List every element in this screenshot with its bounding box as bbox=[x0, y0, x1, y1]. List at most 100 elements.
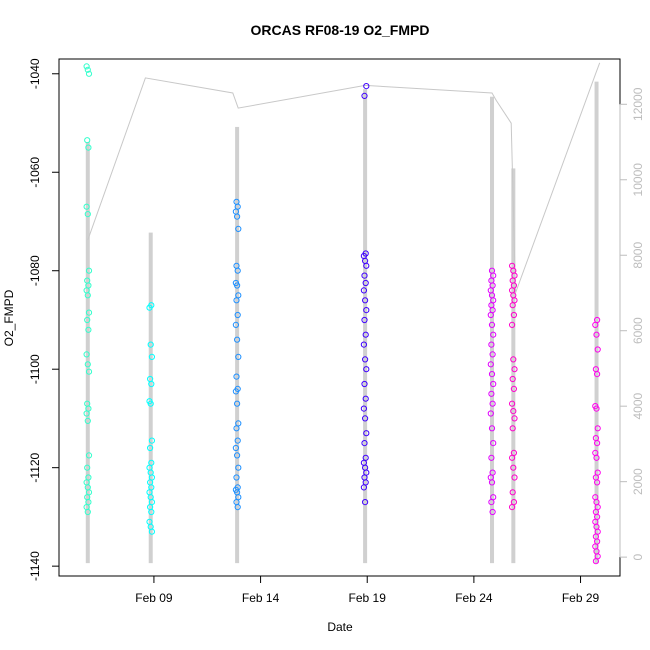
data-point bbox=[490, 331, 497, 338]
data-point bbox=[487, 361, 494, 368]
data-point bbox=[510, 385, 518, 392]
data-point bbox=[84, 137, 91, 144]
data-point bbox=[509, 302, 516, 309]
data-point bbox=[233, 425, 240, 432]
data-point bbox=[361, 92, 368, 100]
altitude-band bbox=[511, 168, 516, 564]
x-tick-label: Feb 24 bbox=[455, 591, 493, 605]
data-point bbox=[510, 356, 517, 363]
data-point bbox=[508, 321, 516, 328]
y-axis-label: O2_FMPD bbox=[2, 289, 16, 346]
right-tick-label: 4000 bbox=[631, 393, 645, 420]
altitude-band bbox=[490, 96, 495, 564]
data-point bbox=[84, 211, 91, 218]
data-point bbox=[488, 499, 495, 506]
left-y-axis: -1140 -1120 -1100 -1080 -1060 -1040 bbox=[28, 58, 60, 581]
x-axis: Feb 09 Feb 14 Feb 19 Feb 24 Feb 29 bbox=[135, 575, 600, 605]
data-point bbox=[232, 388, 239, 395]
data-point bbox=[360, 405, 367, 412]
data-point bbox=[490, 380, 497, 388]
chart-title: ORCAS RF08-19 O2_FMPD bbox=[251, 22, 430, 38]
data-point bbox=[360, 341, 367, 348]
plot-frame bbox=[58, 58, 621, 577]
left-tick-label: -1120 bbox=[28, 452, 42, 482]
data-point bbox=[85, 267, 93, 274]
data-point bbox=[148, 437, 155, 444]
right-tick-label: 0 bbox=[631, 553, 645, 560]
right-tick-label: 6000 bbox=[631, 317, 645, 344]
data-point bbox=[362, 297, 369, 304]
data-point bbox=[234, 213, 241, 220]
data-point bbox=[147, 341, 154, 348]
data-point bbox=[84, 316, 91, 324]
data-point bbox=[594, 440, 601, 447]
data-point bbox=[488, 454, 495, 461]
data-point bbox=[84, 464, 91, 471]
x-tick-label: Feb 19 bbox=[349, 591, 387, 605]
data-point bbox=[593, 454, 600, 461]
data-point bbox=[508, 454, 516, 461]
data-point bbox=[362, 499, 369, 506]
data-point bbox=[85, 70, 93, 77]
data-point bbox=[362, 279, 369, 287]
data-point bbox=[85, 368, 93, 375]
data-point bbox=[511, 415, 518, 422]
data-point bbox=[234, 452, 241, 459]
data-point bbox=[361, 440, 368, 447]
data-point bbox=[593, 405, 600, 412]
right-tick-label: 2000 bbox=[631, 468, 645, 495]
left-tick-label: -1080 bbox=[28, 255, 42, 286]
data-point bbox=[510, 408, 517, 415]
altitude-band bbox=[148, 232, 153, 564]
data-point bbox=[487, 311, 494, 319]
data-point bbox=[510, 464, 517, 471]
data-point bbox=[488, 479, 496, 486]
altitude-band bbox=[85, 142, 90, 564]
data-point bbox=[83, 63, 90, 70]
data-point bbox=[361, 316, 368, 324]
data-point bbox=[508, 504, 516, 511]
data-point bbox=[487, 410, 494, 417]
left-tick-label: -1100 bbox=[28, 354, 42, 384]
data-point bbox=[594, 479, 601, 486]
data-point bbox=[147, 400, 154, 407]
data-point bbox=[488, 321, 496, 328]
altitude-band bbox=[363, 89, 368, 564]
data-point bbox=[233, 474, 240, 481]
data-point bbox=[509, 375, 516, 383]
data-points bbox=[83, 63, 601, 565]
data-point bbox=[146, 304, 153, 311]
altitude-band bbox=[235, 126, 240, 564]
data-point bbox=[508, 400, 516, 407]
left-tick-label: -1040 bbox=[28, 58, 42, 89]
data-point bbox=[84, 66, 91, 73]
data-point bbox=[511, 474, 518, 481]
data-point bbox=[592, 321, 599, 328]
left-tick-label: -1060 bbox=[28, 157, 42, 188]
data-point bbox=[363, 307, 370, 314]
data-point bbox=[361, 272, 368, 279]
data-point bbox=[363, 430, 370, 437]
data-point bbox=[488, 390, 495, 397]
data-point bbox=[83, 410, 90, 417]
data-point bbox=[489, 400, 496, 407]
right-tick-label: 12000 bbox=[631, 87, 645, 121]
data-point bbox=[594, 346, 601, 353]
data-point bbox=[235, 464, 242, 471]
data-point bbox=[593, 331, 600, 338]
data-point bbox=[362, 356, 369, 363]
data-point bbox=[490, 440, 497, 447]
data-point bbox=[148, 528, 155, 535]
data-point bbox=[84, 417, 91, 424]
data-point bbox=[85, 309, 93, 316]
data-point bbox=[362, 415, 369, 422]
data-point bbox=[509, 489, 516, 496]
data-point bbox=[363, 83, 370, 90]
data-point bbox=[363, 366, 370, 373]
data-point bbox=[360, 287, 367, 294]
data-point bbox=[233, 373, 240, 380]
data-point bbox=[511, 366, 518, 373]
data-point bbox=[83, 351, 90, 358]
data-point bbox=[233, 297, 240, 304]
data-point bbox=[147, 444, 154, 452]
